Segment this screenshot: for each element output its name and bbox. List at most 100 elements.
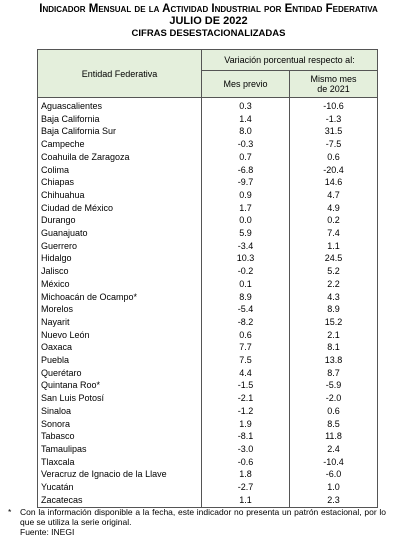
table-row: Campeche -0.3 -7.5 <box>38 138 378 151</box>
entity-cell: Jalisco <box>41 266 69 277</box>
footnote-mark: * <box>8 507 12 517</box>
entity-cell: Querétaro <box>41 367 82 378</box>
prev-cell: -8.2 <box>201 315 290 329</box>
prev-cell: 1.9 <box>201 417 290 431</box>
prev-cell: 1.7 <box>201 201 290 215</box>
entity-cell: Michoacán de Ocampo* <box>41 291 138 302</box>
year-cell: 0.6 <box>289 150 378 164</box>
year-cell: -5.9 <box>289 379 378 393</box>
title: Indicador Mensual de la Actividad Indust… <box>39 3 378 15</box>
entity-cell: Durango <box>41 215 76 226</box>
year-cell: 13.8 <box>289 354 378 367</box>
prev-cell: -5.4 <box>201 303 290 316</box>
prev-cell: 0.6 <box>201 328 290 342</box>
table-row: México 0.1 2.2 <box>38 277 378 291</box>
header-year: Mismo mes de 2021 <box>289 70 378 98</box>
table-row: Quintana Roo* -1.5 -5.9 <box>38 379 378 393</box>
entity-cell: Guanajuato <box>41 228 88 239</box>
period: JULIO DE 2022 <box>169 15 248 27</box>
prev-cell: 4.4 <box>201 366 290 380</box>
entity-cell: México <box>41 278 70 289</box>
year-cell: 1.0 <box>289 481 378 494</box>
entity-cell: Hidalgo <box>41 253 72 264</box>
year-cell: -20.4 <box>289 163 378 177</box>
prev-cell: -0.3 <box>201 138 290 151</box>
data-table: Entidad Federativa Variación porcentual … <box>37 49 378 508</box>
prev-cell: 7.5 <box>201 354 290 367</box>
header-entity: Entidad Federativa <box>37 49 202 98</box>
prev-cell: -8.1 <box>201 430 290 443</box>
year-cell: 8.7 <box>289 366 378 380</box>
entity-cell: Zacatecas <box>41 494 83 505</box>
table-row: Guerrero -3.4 1.1 <box>38 239 378 253</box>
prev-cell: 1.4 <box>201 112 290 126</box>
prev-cell: 0.7 <box>201 150 290 164</box>
table-row: Sinaloa -1.2 0.6 <box>38 404 378 418</box>
prev-cell: 8.9 <box>201 290 290 304</box>
entity-cell: Colima <box>41 164 70 175</box>
year-cell: -1.3 <box>289 112 378 126</box>
entity-cell: Tlaxcala <box>41 456 75 467</box>
prev-cell: -0.2 <box>201 265 290 278</box>
year-cell: 15.2 <box>289 315 378 329</box>
prev-cell: -6.8 <box>201 163 290 177</box>
year-cell: 8.5 <box>289 417 378 431</box>
prev-cell: -3.4 <box>201 239 290 253</box>
table-row: Aguascalientes 0.3 -10.6 <box>38 97 378 113</box>
entity-cell: Puebla <box>41 355 70 366</box>
year-cell: 31.5 <box>289 125 378 139</box>
footnote: * Con la información disponible a la fech… <box>8 507 386 527</box>
entity-cell: Chiapas <box>41 177 75 188</box>
entity-cell: Nuevo León <box>41 329 90 340</box>
entity-cell: Campeche <box>41 139 85 150</box>
table-row: Querétaro 4.4 8.7 <box>38 366 378 380</box>
year-cell: 4.9 <box>289 201 378 215</box>
entity-cell: Sonora <box>41 418 71 429</box>
table-row: Sonora 1.9 8.5 <box>38 417 378 431</box>
prev-cell: 0.9 <box>201 188 290 202</box>
year-cell: 1.1 <box>289 239 378 253</box>
year-cell: 24.5 <box>289 252 378 266</box>
prev-cell: 1.8 <box>201 468 290 482</box>
year-cell: 2.1 <box>289 328 378 342</box>
year-cell: 2.3 <box>289 493 378 507</box>
entity-cell: Baja California Sur <box>41 126 117 137</box>
table-body: Aguascalientes 0.3 -10.6 Baja California 1.4… <box>37 97 378 507</box>
header-year-line: Mismo mes <box>310 74 357 84</box>
entity-cell: Ciudad de México <box>41 202 114 213</box>
entity-cell: Chihuahua <box>41 189 85 200</box>
year-cell: 4.3 <box>289 290 378 304</box>
prev-cell: 0.1 <box>201 277 290 291</box>
header-prev: Mes previo <box>201 70 290 98</box>
year-cell: 8.9 <box>289 303 378 316</box>
entity-cell: San Luis Potosí <box>41 393 105 404</box>
year-cell: 5.2 <box>289 265 378 278</box>
year-cell: 8.1 <box>289 341 378 355</box>
prev-cell: -1.5 <box>201 379 290 393</box>
year-cell: 2.4 <box>289 442 378 456</box>
table-header: Entidad Federativa Variación porcentual … <box>37 49 378 98</box>
table-row: Nuevo León 0.6 2.1 <box>38 328 378 342</box>
table-row: Nayarit -8.2 15.2 <box>38 315 378 329</box>
prev-cell: -9.7 <box>201 176 290 189</box>
year-cell: -2.0 <box>289 392 378 405</box>
header-row: Entidad Federativa Variación porcentual … <box>37 49 378 98</box>
prev-cell: 8.0 <box>201 125 290 139</box>
year-cell: 4.7 <box>289 188 378 202</box>
header-group: Variación porcentual respecto al: <box>201 49 378 71</box>
year-cell: 7.4 <box>289 227 378 240</box>
entity-cell: Quintana Roo* <box>41 380 101 391</box>
table-row: Jalisco -0.2 5.2 <box>38 265 378 278</box>
year-cell: 2.2 <box>289 277 378 291</box>
prev-cell: 0.0 <box>201 214 290 228</box>
prev-cell: 7.7 <box>201 341 290 355</box>
prev-cell: 1.1 <box>201 493 290 507</box>
prev-cell: 0.3 <box>201 97 290 113</box>
table-row: Morelos -5.4 8.9 <box>38 303 378 316</box>
prev-cell: 5.9 <box>201 227 290 240</box>
header-row: Mes previo Mismo mes de 2021 <box>38 70 378 98</box>
table-row: Ciudad de México 1.7 4.9 <box>38 201 378 215</box>
table-row: Coahuila de Zaragoza 0.7 0.6 <box>38 150 378 164</box>
entity-cell: Oaxaca <box>41 342 73 353</box>
year-cell: 0.2 <box>289 214 378 228</box>
